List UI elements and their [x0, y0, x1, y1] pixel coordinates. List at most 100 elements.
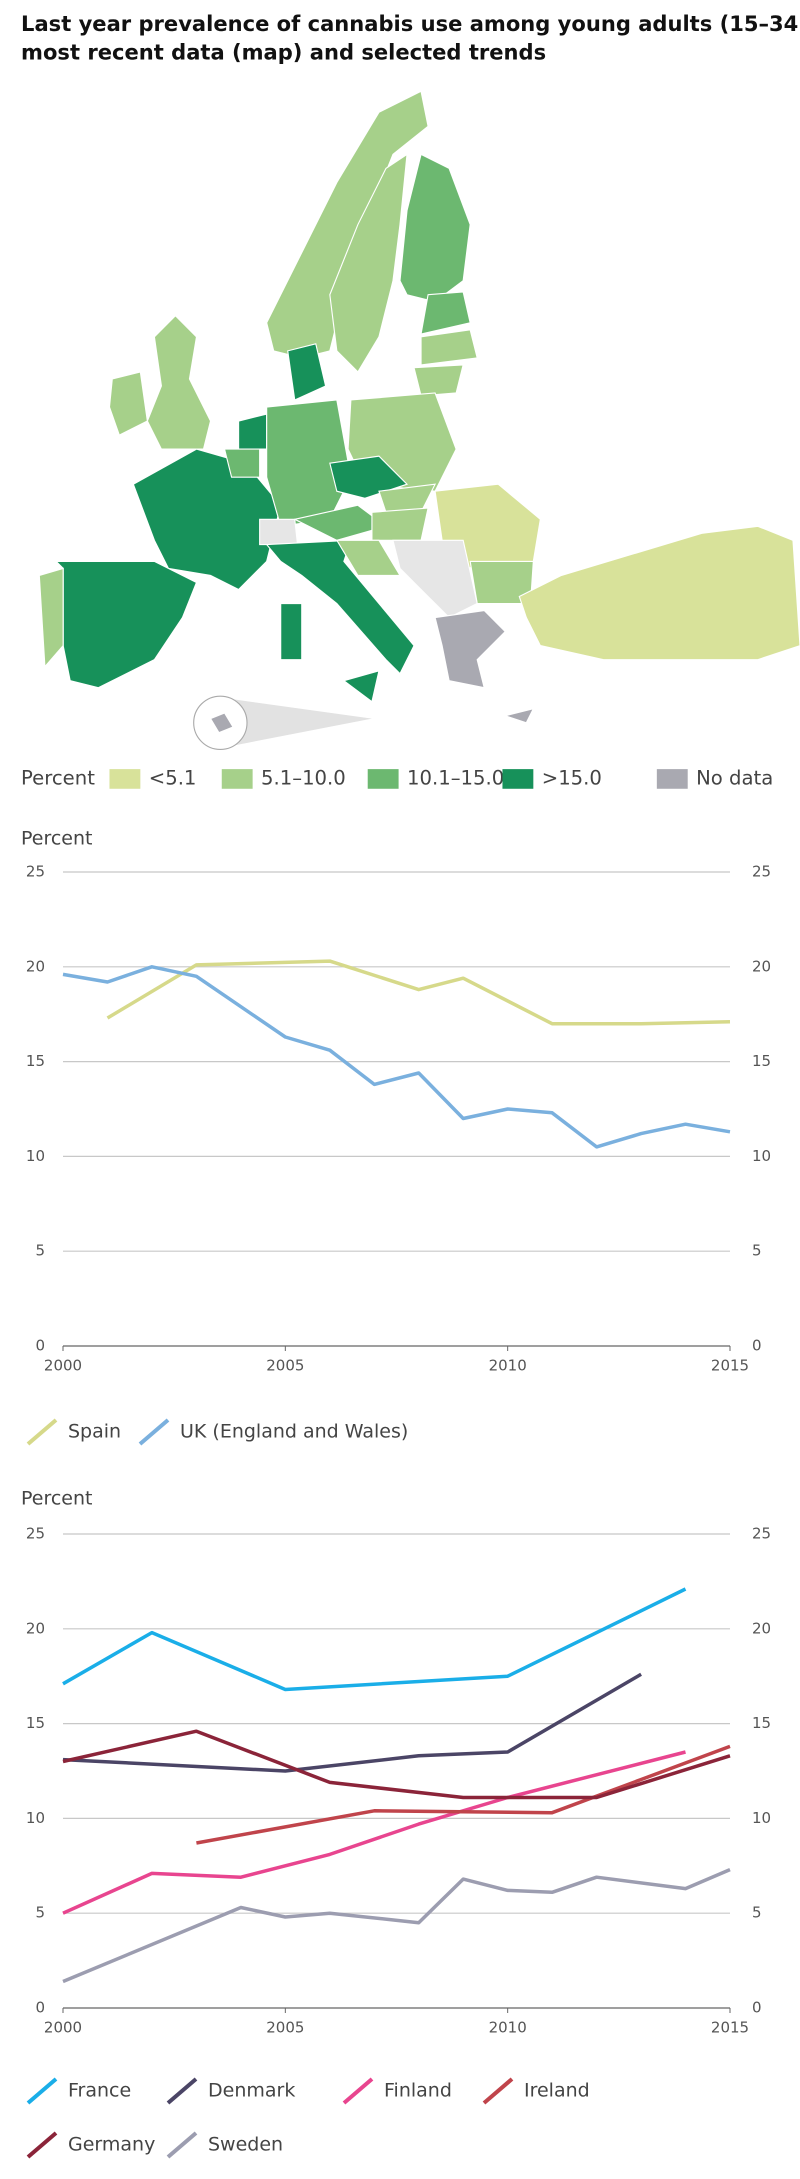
y2-tick-label: 15 [752, 1714, 771, 1732]
legend-label: Denmark [208, 2080, 295, 2102]
x-tick-label: 2015 [711, 2019, 749, 2037]
legend-swatch [656, 769, 688, 789]
legend-label: No data [696, 766, 773, 789]
map [38, 90, 800, 751]
legend-swatch [109, 769, 141, 789]
legend-label: Ireland [524, 2080, 590, 2102]
country [209, 712, 234, 734]
legend-label: Sweden [208, 2134, 283, 2156]
country [420, 329, 478, 366]
x-tick-label: 2010 [489, 1357, 527, 1375]
x-tick-label: 2000 [44, 2019, 82, 2037]
series-line [62, 1750, 686, 1915]
y2-tick-label: 0 [752, 1999, 762, 2017]
legend-label: 5.1–10.0 [261, 766, 346, 789]
title: Last year prevalence of cannabis use amo… [21, 11, 800, 36]
series-line [106, 959, 731, 1026]
y2-tick-label: 10 [752, 1147, 771, 1165]
country [223, 448, 261, 478]
country [38, 567, 64, 669]
country [335, 539, 401, 576]
legend-swatch [166, 2131, 198, 2159]
country [146, 314, 212, 450]
country [259, 518, 299, 546]
y2-tick-label: 5 [752, 1904, 762, 1922]
country [280, 602, 303, 661]
legend-swatch [166, 2077, 198, 2105]
legend-swatch [482, 2077, 514, 2105]
series-line [62, 1867, 731, 1984]
legend-label: Spain [68, 1421, 121, 1443]
y-tick-label: 0 [35, 1999, 45, 2017]
series-line [62, 1729, 731, 1800]
legend-label: Germany [68, 2134, 155, 2156]
y-tick-label: 5 [35, 1904, 45, 1922]
x-tick-label: 2010 [489, 2019, 527, 2037]
y-tick-label: 10 [26, 1147, 45, 1165]
legend-swatch [138, 1418, 170, 1446]
country [371, 507, 429, 541]
y2-tick-label: 25 [752, 1525, 771, 1543]
y2-tick-label: 0 [752, 1337, 762, 1355]
y-axis-label: Percent [21, 1488, 93, 1510]
country [434, 609, 507, 689]
y2-tick-label: 20 [752, 1619, 771, 1637]
y2-tick-label: 15 [752, 1052, 771, 1070]
y2-tick-label: 25 [752, 863, 771, 881]
country [392, 539, 478, 619]
country [420, 291, 471, 335]
legend-label: 10.1–15.0 [407, 766, 504, 789]
title: most recent data (map) and selected tren… [21, 39, 546, 64]
x-tick-label: 2005 [266, 1357, 304, 1375]
y-tick-label: 10 [26, 1809, 45, 1827]
country [503, 707, 535, 724]
country [54, 560, 198, 689]
y-tick-label: 15 [26, 1052, 45, 1070]
country [287, 343, 327, 401]
y-tick-label: 5 [35, 1242, 45, 1260]
inset-pointer [220, 697, 372, 749]
y2-tick-label: 10 [752, 1809, 771, 1827]
y-tick-label: 25 [26, 863, 45, 881]
country [518, 525, 800, 661]
legend-swatch [26, 1418, 58, 1446]
legend-swatch [502, 769, 534, 789]
series-line [62, 1672, 642, 1773]
country [342, 670, 380, 703]
y-tick-label: 20 [26, 957, 45, 975]
country [329, 153, 408, 373]
legend-label: France [68, 2080, 131, 2102]
country [413, 364, 464, 397]
legend-title: Percent [21, 766, 95, 789]
y-tick-label: 0 [35, 1337, 45, 1355]
legend-swatch [367, 769, 399, 789]
country [108, 371, 148, 436]
x-tick-label: 2005 [266, 2019, 304, 2037]
legend-label: <5.1 [149, 766, 197, 789]
y2-tick-label: 20 [752, 957, 771, 975]
y-tick-label: 20 [26, 1619, 45, 1637]
series-line [62, 965, 731, 1149]
legend-label: UK (England and Wales) [180, 1421, 408, 1443]
country [132, 448, 282, 591]
x-tick-label: 2000 [44, 1357, 82, 1375]
country [399, 153, 471, 303]
legend-swatch [26, 2077, 58, 2105]
series-line [62, 1587, 687, 1692]
y2-tick-label: 5 [752, 1242, 762, 1260]
country [238, 413, 268, 450]
map-legend: Percent <5.1 5.1–10.0 10.1–15.0 >15.0 No dat… [21, 766, 773, 789]
x-tick-label: 2015 [711, 1357, 749, 1375]
legend-label: Finland [384, 2080, 452, 2102]
y-axis-label: Percent [21, 828, 93, 850]
series-line [196, 1744, 731, 1845]
legend-label: >15.0 [542, 766, 602, 789]
map-section: Last year prevalence of cannabis use amo… [21, 11, 800, 789]
legend-swatch [221, 769, 253, 789]
legend-swatch [342, 2077, 374, 2105]
y-tick-label: 15 [26, 1714, 45, 1732]
y-tick-label: 25 [26, 1525, 45, 1543]
legend-swatch [26, 2131, 58, 2159]
